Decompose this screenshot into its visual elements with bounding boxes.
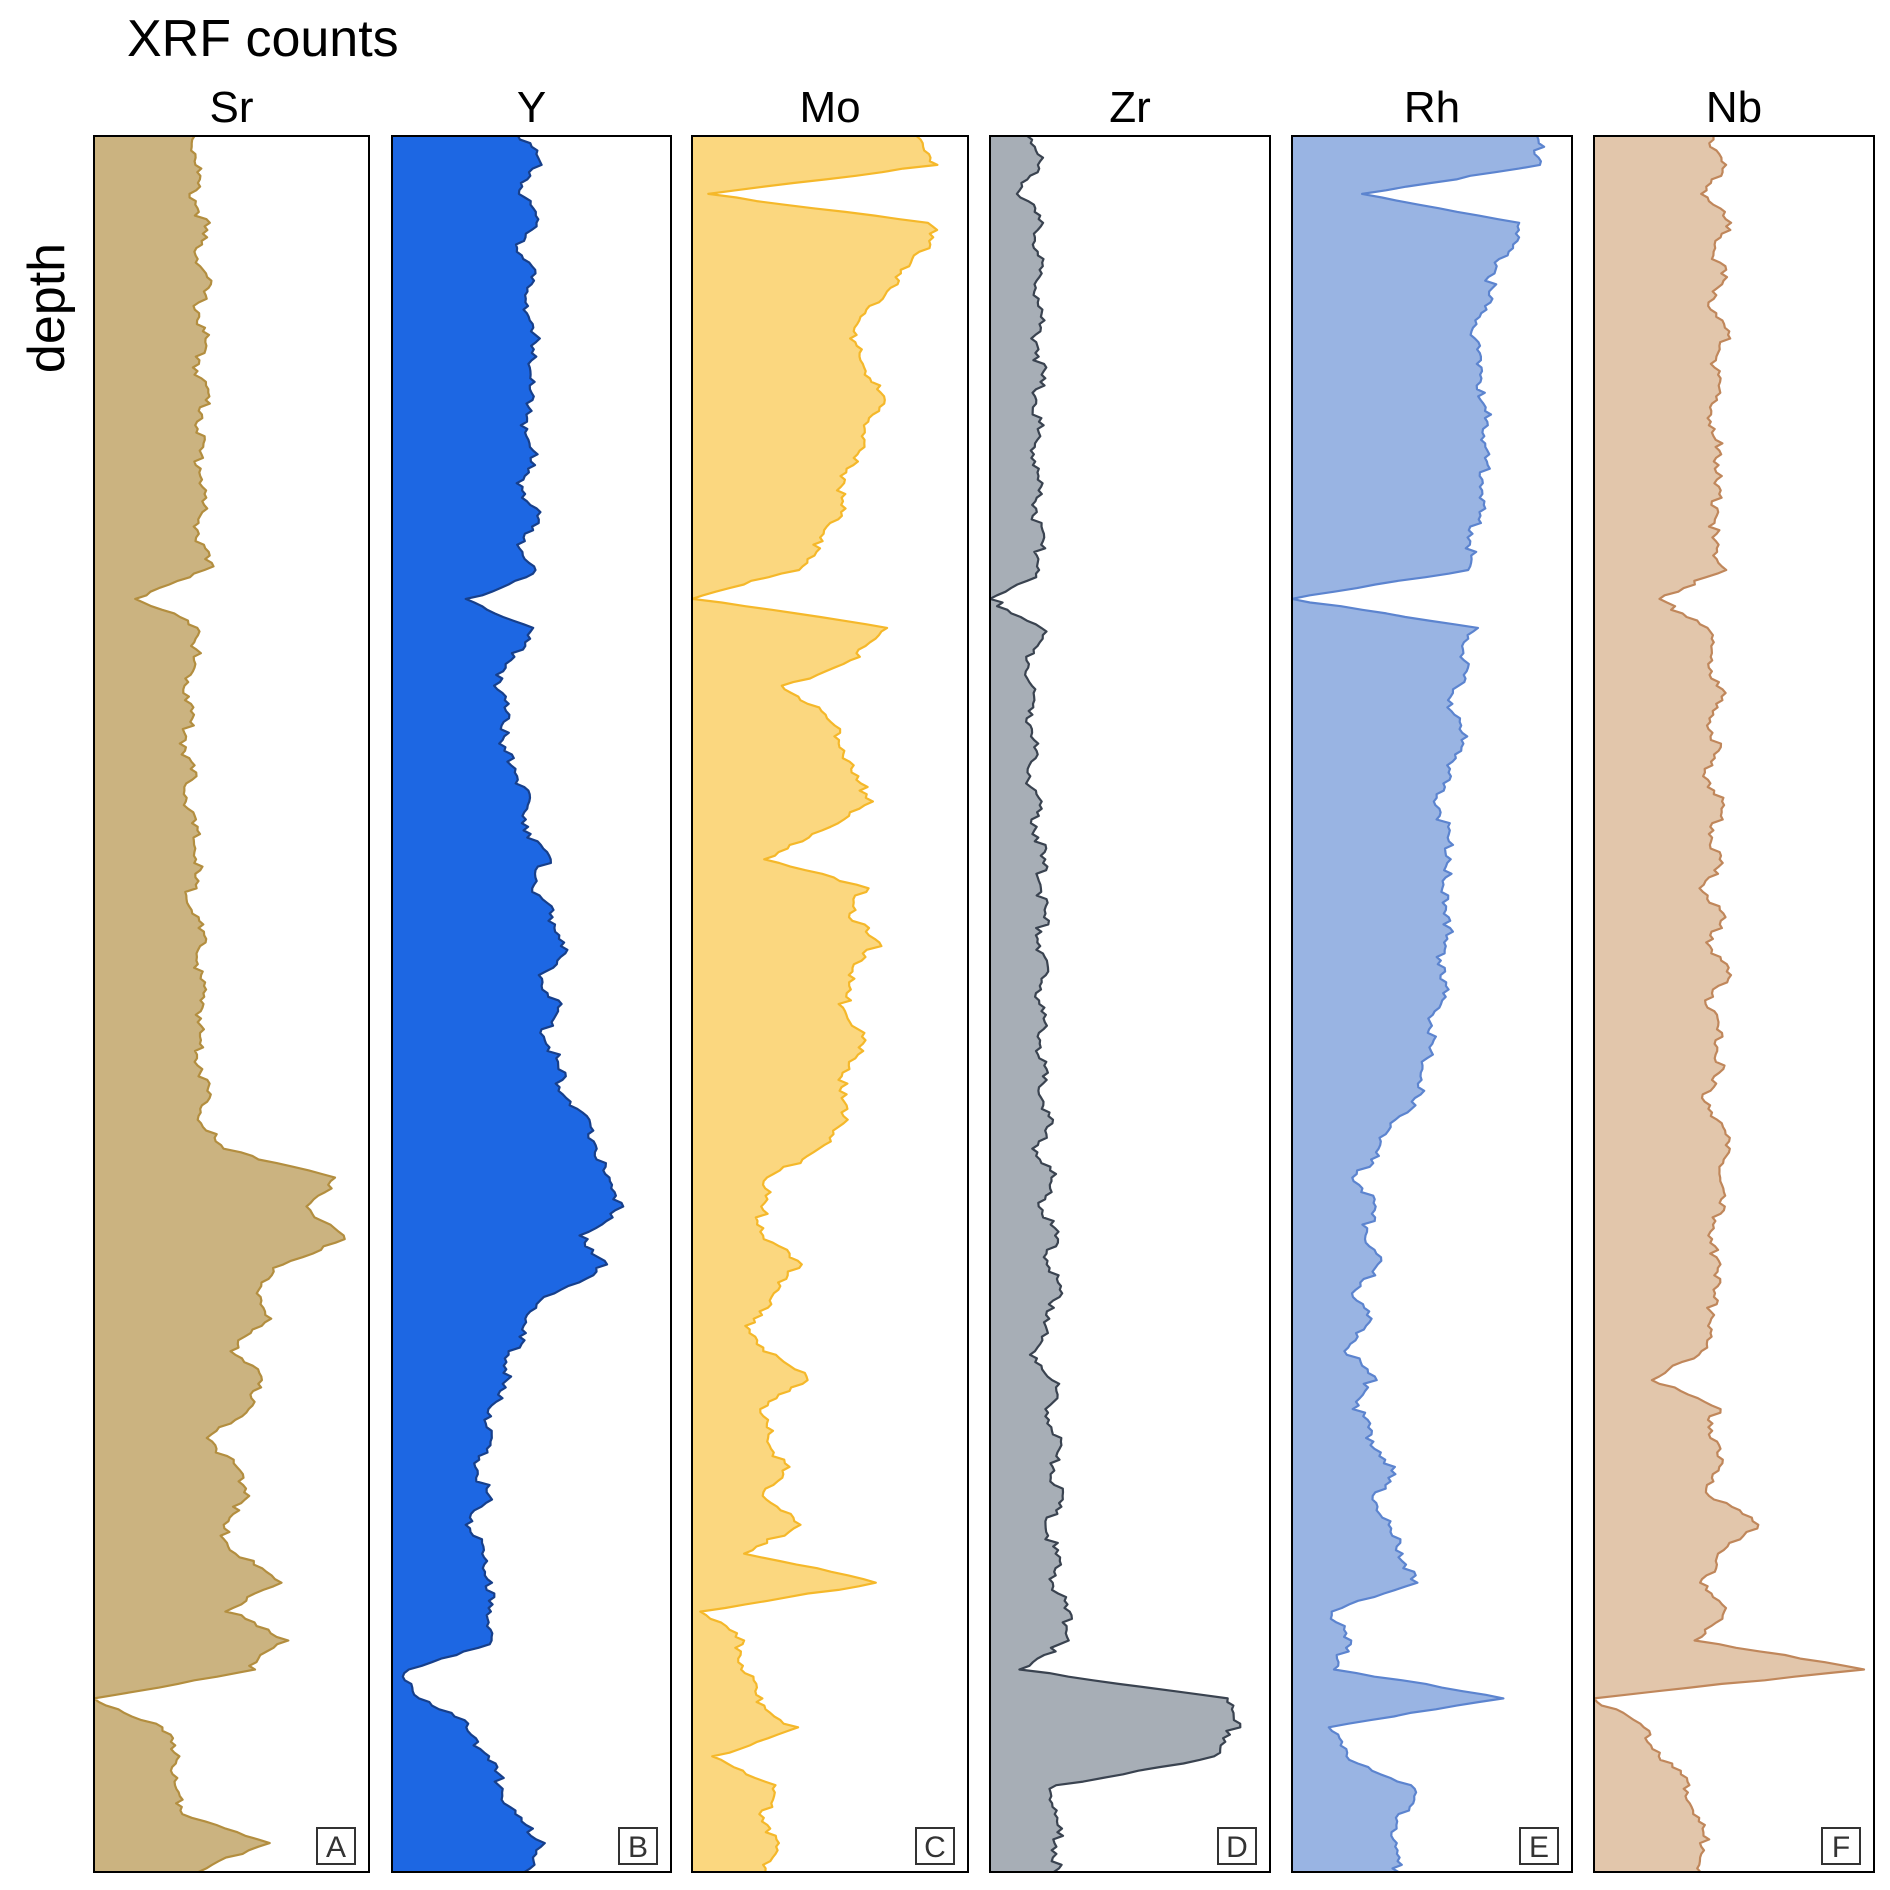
panel-frame-sr (93, 135, 370, 1873)
area-mo (692, 136, 938, 1872)
panel-sr: Sr A (93, 83, 370, 1873)
panel-label-nb: Nb (1706, 83, 1762, 132)
panel-frame-rh (1291, 135, 1573, 1873)
panel-frame-nb (1593, 135, 1875, 1873)
panel-letter-box-y (618, 1827, 658, 1865)
panel-letter-y: B (628, 1831, 648, 1864)
panel-letter-box-mo (915, 1827, 955, 1865)
panel-label-y: Y (517, 83, 546, 132)
panel-zr: Zr D (989, 83, 1271, 1873)
line-y (401, 136, 625, 1872)
panel-frame-mo (691, 135, 969, 1873)
panel-letter-nb: F (1832, 1831, 1850, 1864)
panel-label-zr: Zr (1109, 83, 1151, 132)
panel-label-sr: Sr (210, 83, 254, 132)
line-nb (1594, 136, 1866, 1872)
y-axis-label: depth (18, 243, 76, 373)
panel-letter-box-zr (1217, 1827, 1257, 1865)
panel-label-rh: Rh (1404, 83, 1460, 132)
panel-letter-zr: D (1226, 1831, 1248, 1864)
panel-rh: Rh E (1291, 83, 1573, 1873)
line-zr (990, 136, 1242, 1872)
area-rh (1292, 136, 1545, 1872)
area-zr (990, 136, 1241, 1872)
panel-label-mo: Mo (799, 83, 860, 132)
area-sr (94, 136, 345, 1872)
panel-letter-box-rh (1519, 1827, 1559, 1865)
line-mo (692, 136, 939, 1872)
chart-title: XRF counts (127, 10, 399, 68)
panel-letter-box-sr (316, 1827, 356, 1865)
panel-mo: Mo C (691, 83, 969, 1873)
panel-letter-mo: C (924, 1831, 946, 1864)
panel-frame-y (391, 135, 672, 1873)
panel-letter-rh: E (1529, 1831, 1549, 1864)
area-y (392, 136, 624, 1872)
line-sr (94, 136, 346, 1872)
panel-letter-box-nb (1821, 1827, 1861, 1865)
panel-y: YB (391, 83, 672, 1873)
panel-frame-zr (989, 135, 1271, 1873)
panel-letter-sr: A (326, 1831, 346, 1864)
line-rh (1292, 136, 1546, 1872)
area-nb (1594, 136, 1864, 1872)
panel-nb: Nb F (1593, 83, 1875, 1873)
